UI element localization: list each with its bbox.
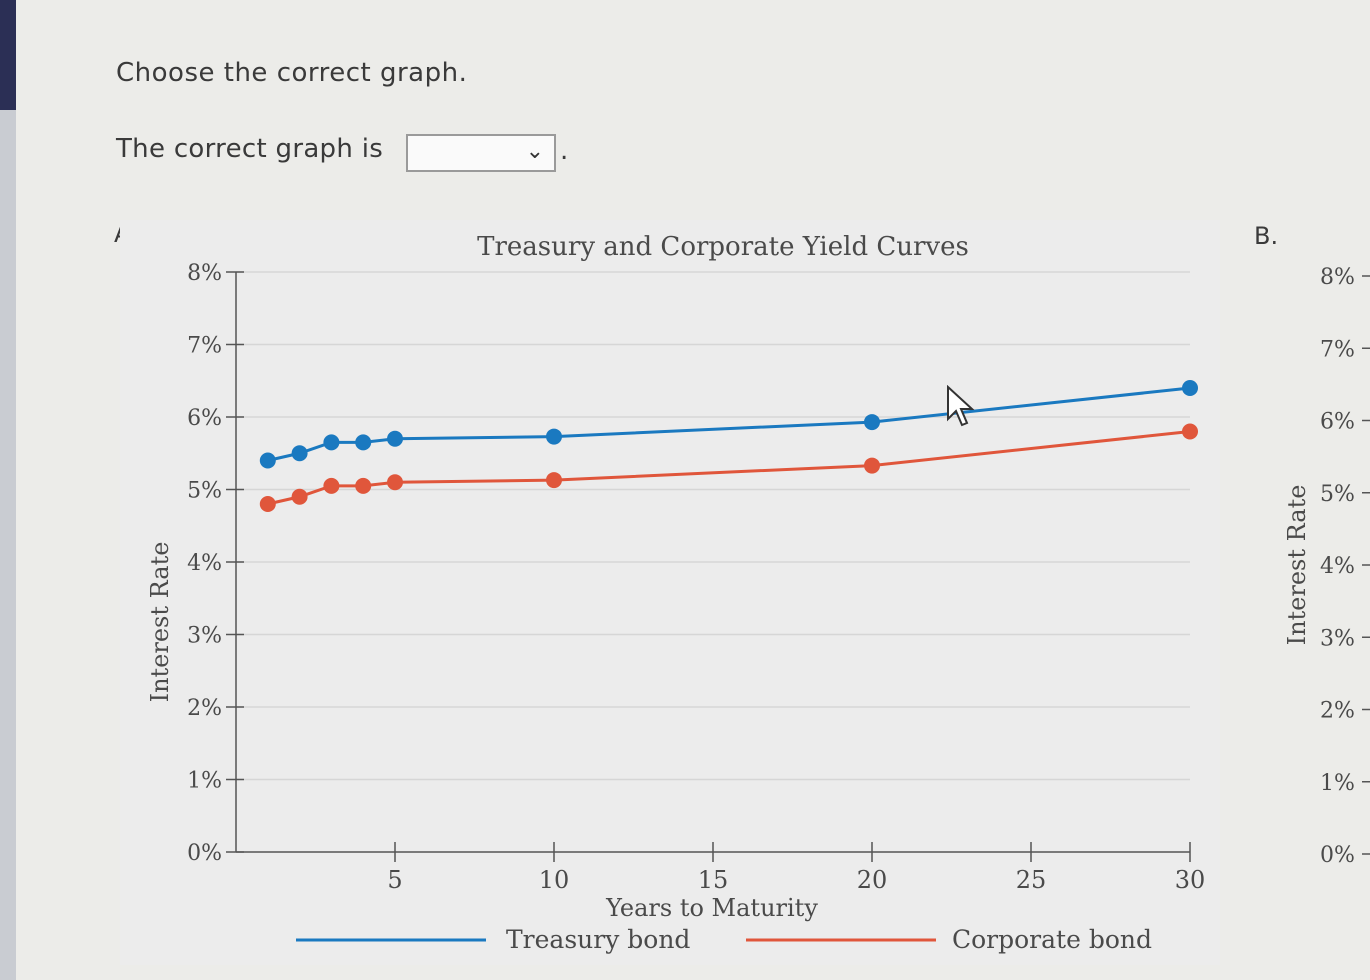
y-tick-label: 2%	[187, 696, 222, 721]
instruction-text: Choose the correct graph.	[116, 58, 468, 88]
question-text: The correct graph is	[116, 134, 384, 164]
question-period: .	[560, 136, 569, 166]
chart-a: Treasury and Corporate Yield Curves 0% 1% 2…	[120, 220, 1220, 965]
legend-treasury-label: Treasury bond	[506, 925, 690, 954]
mouse-cursor-icon	[947, 385, 975, 427]
chart-b: 0% 1% 2% 3% 4% 5% 6% 7% 8% Interest Rate	[1283, 265, 1370, 868]
corporate-bond-point	[323, 477, 340, 494]
chart-title: Treasury and Corporate Yield Curves	[477, 232, 969, 262]
chart-b-y-tick-label: 1%	[1320, 771, 1355, 796]
treasury-bond-point	[546, 428, 562, 445]
window-edge-dark	[0, 0, 16, 110]
treasury-bond-point	[323, 434, 340, 451]
x-tick-label: 15	[698, 866, 729, 894]
legend-corporate-label: Corporate bond	[952, 925, 1152, 954]
y-tick-label: 1%	[187, 769, 222, 794]
x-tick-label: 30	[1175, 866, 1206, 894]
chart-b-y-tick-label: 2%	[1320, 699, 1355, 724]
chart-background	[120, 220, 1220, 965]
y-tick-label: 0%	[187, 841, 222, 866]
corporate-bond-point	[387, 474, 403, 491]
graph-answer-dropdown[interactable]: ⌄	[406, 134, 556, 172]
chart-b-y-tick-label: 5%	[1320, 482, 1355, 507]
corporate-bond-point	[546, 472, 562, 489]
x-tick-label: 20	[857, 866, 888, 894]
option-b-label[interactable]: B.	[1254, 222, 1279, 250]
chart-b-y-axis-label: Interest Rate	[1283, 485, 1311, 646]
chart-b-y-tick-label: 6%	[1320, 410, 1355, 435]
y-tick-label: 3%	[187, 624, 222, 649]
y-tick-label: 6%	[187, 406, 222, 431]
treasury-bond-point	[1182, 380, 1198, 396]
treasury-bond-point	[355, 434, 372, 451]
chevron-down-icon: ⌄	[525, 139, 544, 164]
y-tick-label: 5%	[187, 479, 222, 504]
treasury-bond-point	[387, 430, 403, 447]
chart-b-y-tick-label: 8%	[1320, 265, 1355, 290]
corporate-bond-point	[1182, 423, 1198, 440]
chart-b-y-tick-label: 7%	[1320, 337, 1355, 362]
chart-b-y-tick-label: 3%	[1320, 626, 1355, 651]
corporate-bond-point	[291, 488, 308, 505]
corporate-bond-point	[864, 457, 880, 474]
corporate-bond-point	[259, 496, 276, 512]
y-tick-label: 7%	[187, 334, 222, 359]
chart-b-y-tick-label: 0%	[1320, 843, 1355, 868]
chart-b-y-tick-label: 4%	[1320, 554, 1355, 579]
window-edge	[0, 0, 16, 980]
y-tick-label: 4%	[187, 551, 222, 576]
x-axis-label: Years to Maturity	[605, 894, 818, 922]
y-tick-label: 8%	[187, 261, 222, 286]
treasury-bond-point	[259, 452, 276, 469]
x-tick-label: 5	[387, 866, 402, 894]
x-tick-label: 10	[539, 866, 570, 894]
x-tick-label: 25	[1016, 866, 1047, 894]
treasury-bond-point	[291, 445, 308, 462]
treasury-bond-point	[864, 414, 880, 431]
corporate-bond-point	[355, 477, 372, 494]
y-axis-label: Interest Rate	[146, 542, 174, 703]
